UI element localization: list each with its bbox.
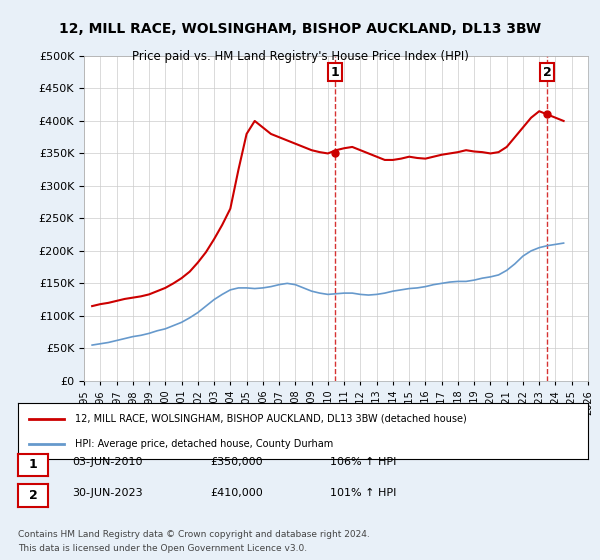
Text: £410,000: £410,000 [210,488,263,498]
Text: 2: 2 [543,66,552,79]
Text: HPI: Average price, detached house, County Durham: HPI: Average price, detached house, Coun… [75,438,333,449]
Text: 101% ↑ HPI: 101% ↑ HPI [330,488,397,498]
Text: This data is licensed under the Open Government Licence v3.0.: This data is licensed under the Open Gov… [18,544,307,553]
Text: £350,000: £350,000 [210,457,263,467]
Text: 30-JUN-2023: 30-JUN-2023 [72,488,143,498]
Text: 03-JUN-2010: 03-JUN-2010 [72,457,143,467]
Text: 1: 1 [29,458,37,472]
Text: Contains HM Land Registry data © Crown copyright and database right 2024.: Contains HM Land Registry data © Crown c… [18,530,370,539]
Text: 1: 1 [331,66,339,79]
Text: 2: 2 [29,489,37,502]
Text: Price paid vs. HM Land Registry's House Price Index (HPI): Price paid vs. HM Land Registry's House … [131,50,469,63]
Text: 106% ↑ HPI: 106% ↑ HPI [330,457,397,467]
Text: 12, MILL RACE, WOLSINGHAM, BISHOP AUCKLAND, DL13 3BW (detached house): 12, MILL RACE, WOLSINGHAM, BISHOP AUCKLA… [75,414,467,424]
Text: 12, MILL RACE, WOLSINGHAM, BISHOP AUCKLAND, DL13 3BW: 12, MILL RACE, WOLSINGHAM, BISHOP AUCKLA… [59,22,541,36]
